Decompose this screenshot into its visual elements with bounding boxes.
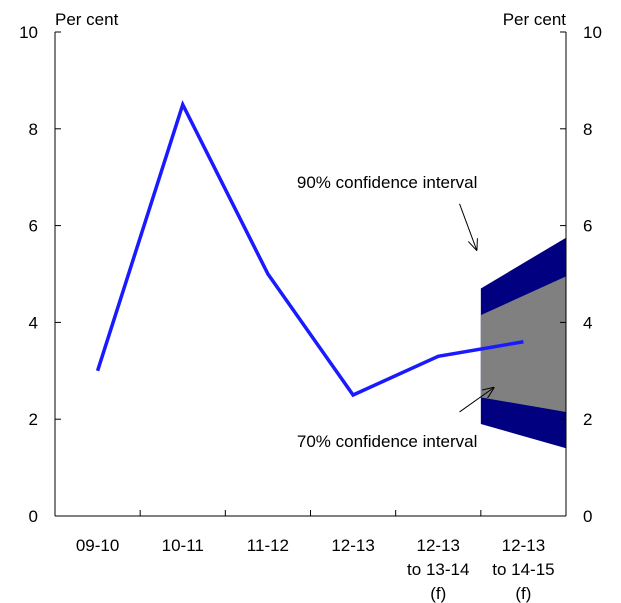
x-tick-label: to 13-14 (407, 560, 469, 579)
x-tick-label: 10-11 (162, 536, 204, 555)
ci70-label: 70% confidence interval (297, 432, 478, 451)
right-y-tick-label: 8 (583, 120, 592, 139)
left-y-tick-label: 4 (29, 313, 38, 332)
left-y-tick-label: 2 (29, 410, 38, 429)
ci90-label: 90% confidence interval (297, 173, 478, 192)
right-y-tick-label: 6 (583, 217, 592, 236)
series-line-0 (95, 99, 524, 398)
x-tick-label: to 14-15 (492, 560, 554, 579)
x-tick-label: 12-13 (331, 536, 374, 555)
x-tick-label: (f) (515, 584, 531, 603)
x-tick-label: 11-12 (247, 536, 289, 555)
axes: 0 0 2 2 4 4 6 6 8 8 10 10 09-10 10-11 11-12 12-13 12-13 t… (19, 23, 602, 603)
left-y-tick-label: 6 (29, 217, 38, 236)
series-group (95, 99, 524, 398)
x-tick-label: 12-13 (417, 536, 460, 555)
right-y-tick-label: 0 (583, 507, 592, 526)
right-unit-label: Per cent (503, 10, 567, 29)
left-y-tick-label: 8 (29, 120, 38, 139)
x-tick-label: 12-13 (502, 536, 545, 555)
right-y-tick-label: 4 (583, 313, 592, 332)
ci70-arrow (459, 388, 494, 413)
left-y-tick-label: 0 (29, 507, 38, 526)
right-y-tick-label: 2 (583, 410, 592, 429)
ci90-arrow (459, 203, 477, 250)
left-unit-label: Per cent (55, 10, 119, 29)
confidence-band-70 (480, 276, 566, 412)
x-tick-label: 09-10 (76, 536, 119, 555)
annotations: 90% confidence interval 70% confidence in… (297, 173, 494, 451)
left-y-tick-label: 10 (19, 23, 38, 42)
x-tick-label: (f) (430, 584, 446, 603)
right-y-tick-label: 10 (583, 23, 602, 42)
